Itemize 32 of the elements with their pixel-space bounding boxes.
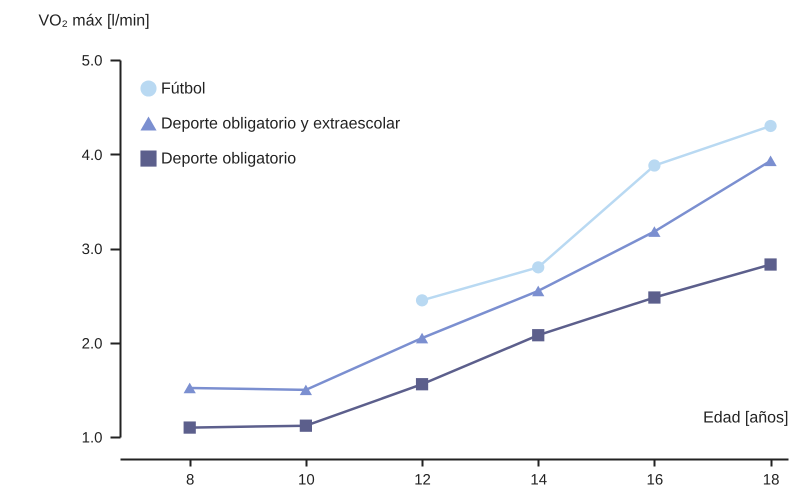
x-tick-label: 14 (530, 472, 548, 487)
y-tick-label: 5.0 (82, 52, 102, 70)
point (764, 156, 777, 166)
point (300, 420, 312, 432)
legend-label: Deporte obligatorio y extraescolar (161, 116, 401, 132)
point (300, 384, 312, 396)
x-tick-label: 10 (298, 472, 315, 487)
point (416, 332, 428, 344)
point (184, 382, 196, 394)
point (532, 329, 544, 342)
point (648, 226, 661, 237)
point (184, 421, 196, 434)
x-tick-label: 16 (646, 472, 664, 487)
legend-label: Fútbol (161, 80, 206, 98)
point (532, 261, 544, 274)
y-tick-label: 3.0 (82, 241, 102, 258)
point (416, 378, 428, 390)
point (416, 294, 428, 306)
legend-label: Deporte obligatorio (161, 150, 296, 168)
x-tick-label: 8 (186, 472, 194, 487)
point (764, 120, 777, 132)
x-tick-label: 12 (414, 472, 431, 487)
x-tick-label: 18 (762, 472, 780, 487)
point (764, 258, 777, 271)
point (648, 159, 661, 172)
y-axis-title: VO₂ máx [l/min] (38, 12, 150, 30)
point (648, 291, 661, 304)
y-tick-label: 1.0 (82, 430, 102, 446)
point (532, 286, 544, 296)
y-tick-label: 4.0 (82, 146, 102, 164)
x-axis-title: Edad [años] (703, 410, 788, 426)
y-tick-label: 2.0 (82, 335, 102, 352)
